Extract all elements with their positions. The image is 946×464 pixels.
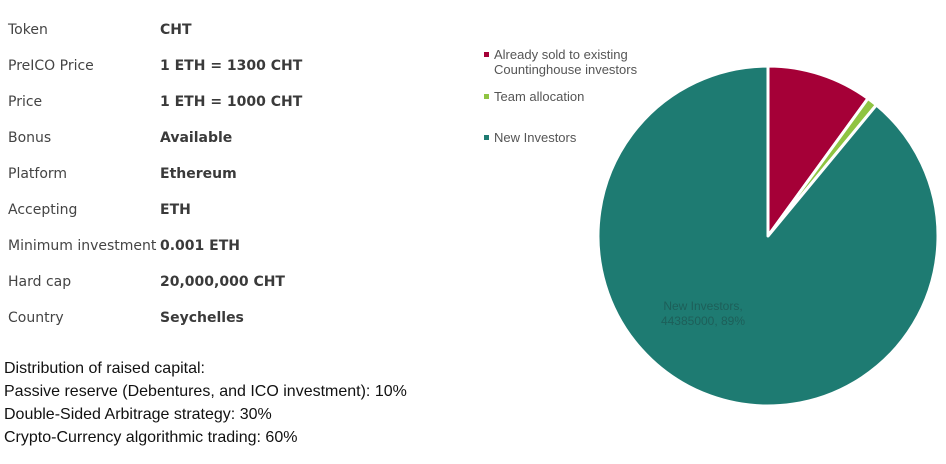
legend-swatch [484, 94, 489, 99]
distribution-line: Crypto-Currency algorithmic trading: 60% [4, 429, 298, 446]
row-value: 1 ETH = 1000 CHT [160, 94, 303, 110]
pie-slice-0 [766, 64, 870, 238]
capital-distribution: Distribution of raised capital: Passive … [4, 357, 407, 449]
table-row: Token CHT [0, 12, 302, 48]
row-value: 0.001 ETH [160, 238, 240, 254]
slice-data-label: 44385000, 89% [661, 314, 745, 328]
distribution-heading: Distribution of raised capital: [4, 360, 205, 377]
legend-swatch [484, 52, 489, 57]
table-row: Hard cap 20,000,000 CHT [0, 264, 302, 300]
table-row: PreICO Price 1 ETH = 1300 CHT [0, 48, 302, 84]
row-value: Ethereum [160, 166, 237, 182]
legend-label-line: Already sold to existing [494, 47, 628, 62]
row-value: Available [160, 130, 233, 146]
legend-label: Already sold to existing Countinghouse i… [494, 47, 637, 77]
legend-swatch [484, 135, 489, 140]
row-value: ETH [160, 202, 191, 218]
distribution-line: Passive reserve (Debentures, and ICO inv… [4, 383, 407, 400]
row-value: Seychelles [160, 310, 244, 326]
pie-slices [596, 64, 940, 408]
distribution-line: Double-Sided Arbitrage strategy: 30% [4, 406, 272, 423]
table-row: Minimum investment 0.001 ETH [0, 228, 302, 264]
row-label: Country [8, 310, 64, 326]
legend-label: New Investors [494, 130, 577, 145]
token-info-table: Token CHT PreICO Price 1 ETH = 1300 CHT … [0, 12, 302, 336]
row-value: CHT [160, 22, 192, 38]
row-label: Bonus [8, 130, 52, 146]
pie-slice-2 [596, 64, 940, 408]
table-row: Platform Ethereum [0, 156, 302, 192]
table-row: Accepting ETH [0, 192, 302, 228]
pie-chart: New Investors, 44385000, 89% [596, 64, 940, 408]
table-row: Bonus Available [0, 120, 302, 156]
row-label: PreICO Price [8, 58, 94, 74]
slice-data-label: New Investors, [663, 299, 742, 313]
legend-label: Team allocation [494, 89, 585, 104]
row-label: Token [8, 22, 48, 38]
row-value: 1 ETH = 1300 CHT [160, 58, 303, 74]
legend-label-line: Countinghouse investors [494, 62, 638, 77]
row-label: Hard cap [8, 274, 72, 290]
row-label: Minimum investment [8, 238, 157, 254]
row-label: Platform [8, 166, 68, 182]
row-label: Accepting [8, 202, 78, 218]
table-row: Country Seychelles [0, 300, 302, 336]
row-value: 20,000,000 CHT [160, 274, 285, 290]
table-row: Price 1 ETH = 1000 CHT [0, 84, 302, 120]
row-label: Price [8, 94, 43, 110]
